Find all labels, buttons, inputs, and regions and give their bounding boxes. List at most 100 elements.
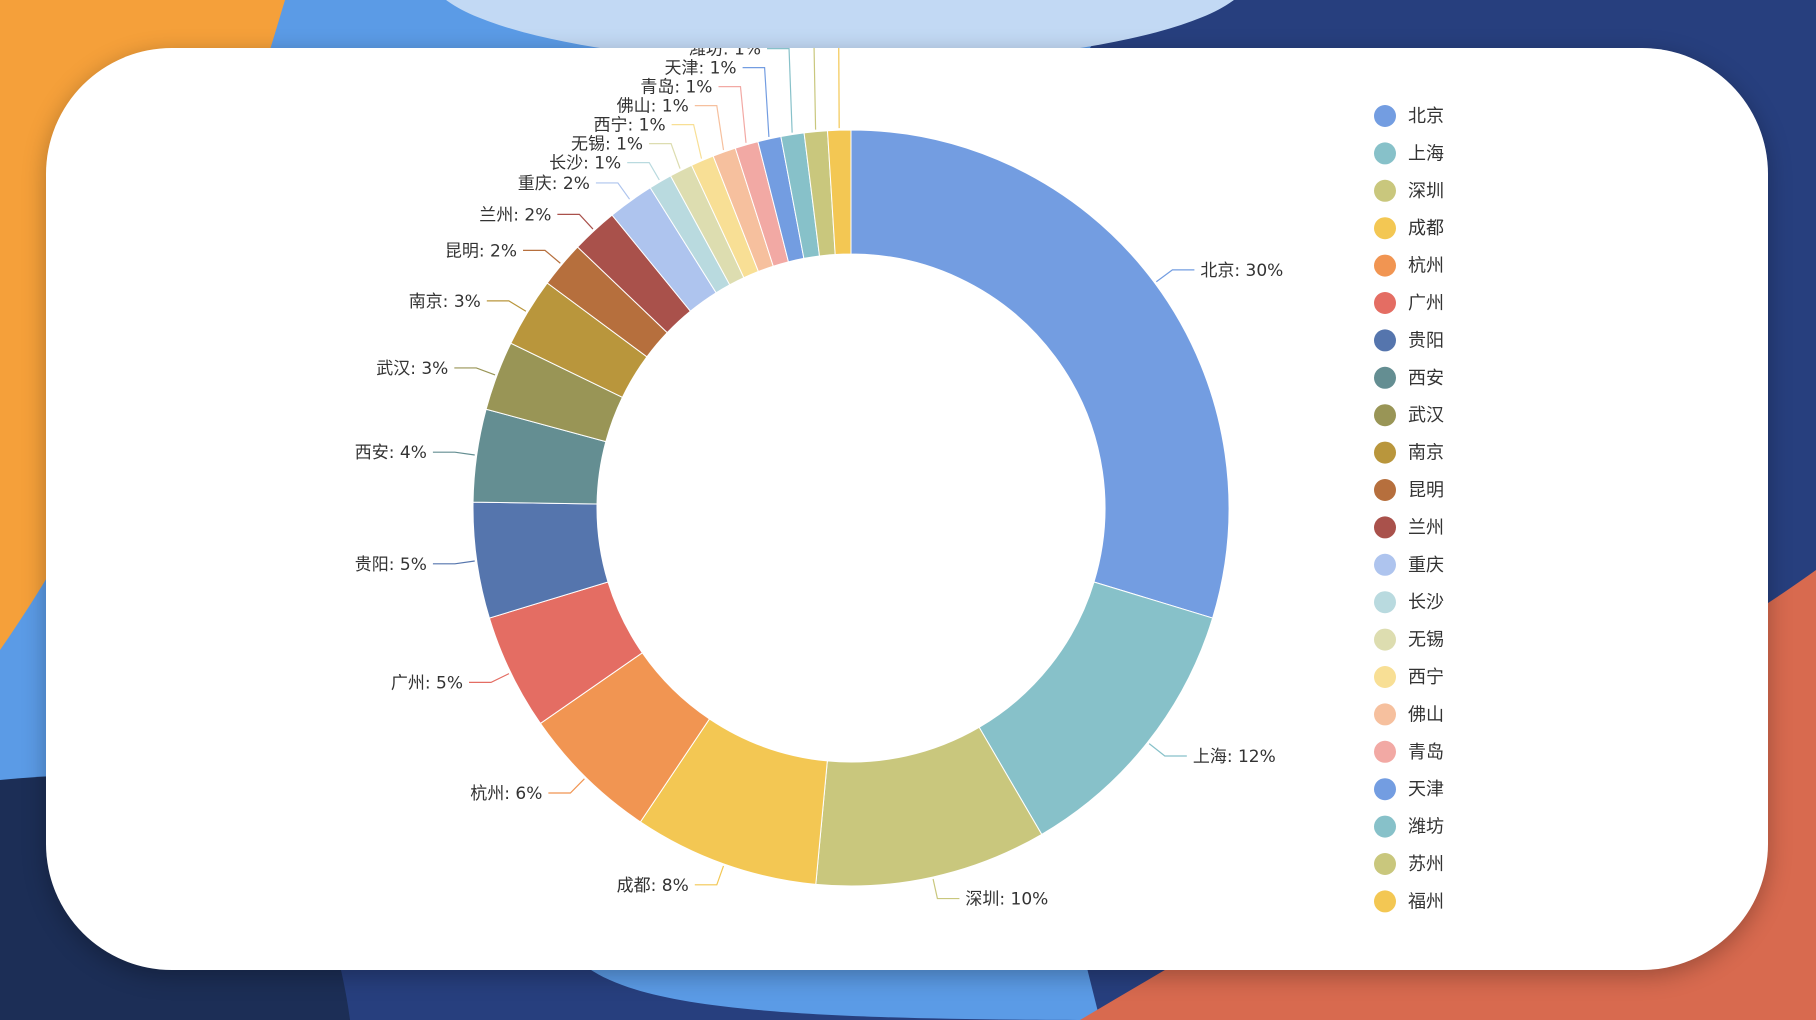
slice-label-重庆: 重庆: 2% (518, 174, 590, 194)
leader-line-长沙 (627, 162, 660, 181)
legend-marker (1374, 142, 1396, 165)
leader-line-成都 (694, 865, 725, 886)
legend-item-西安[interactable]: 西安 (1374, 366, 1444, 389)
legend-item-贵阳[interactable]: 贵阳 (1374, 329, 1444, 352)
legend-label: 北京 (1408, 106, 1444, 127)
label-leader-lines (432, 48, 1195, 900)
legend-label: 上海 (1408, 143, 1444, 164)
slice-北京[interactable] (850, 129, 1230, 619)
donut-chart: 北京: 30% 上海: 12% 深圳: 10% 成都: 8% 杭州: 6% 广州: 5% 贵… (355, 48, 1444, 913)
legend-item-潍坊[interactable]: 潍坊 (1374, 815, 1444, 838)
legend-label: 天津 (1408, 779, 1444, 800)
legend-item-长沙[interactable]: 长沙 (1374, 591, 1444, 614)
legend-label: 长沙 (1408, 592, 1444, 613)
leader-line-西宁 (671, 124, 703, 159)
slice-label-无锡: 无锡: 1% (571, 135, 643, 155)
leader-line-潍坊 (767, 48, 793, 133)
slice-label-广州: 广州: 5% (391, 673, 463, 693)
legend-label: 武汉 (1408, 405, 1444, 426)
legend-item-苏州[interactable]: 苏州 (1374, 853, 1444, 875)
legend-label: 贵阳 (1408, 330, 1444, 351)
legend-marker (1374, 703, 1396, 726)
leader-line-昆明 (523, 249, 561, 264)
legend-item-昆明[interactable]: 昆明 (1374, 479, 1444, 501)
slice-label-上海: 上海: 12% (1193, 747, 1276, 767)
legend-item-天津[interactable]: 天津 (1374, 778, 1444, 801)
leader-line-天津 (742, 67, 770, 138)
legend-marker (1374, 516, 1396, 539)
legend-label: 青岛 (1408, 742, 1444, 763)
slice-label-武汉: 武汉: 3% (376, 359, 448, 379)
legend-marker (1374, 105, 1396, 127)
legend-item-福州[interactable]: 福州 (1374, 890, 1444, 913)
leader-line-福州 (838, 48, 840, 129)
legend-marker (1374, 666, 1396, 688)
legend-item-武汉[interactable]: 武汉 (1374, 404, 1444, 427)
legend-item-成都[interactable]: 成都 (1374, 217, 1444, 240)
legend-label: 重庆 (1408, 555, 1444, 576)
legend-marker (1374, 853, 1396, 875)
legend-label: 深圳 (1408, 181, 1444, 202)
legend-item-重庆[interactable]: 重庆 (1374, 553, 1444, 576)
legend-marker (1374, 740, 1396, 763)
slice-label-杭州: 杭州: 6% (470, 784, 542, 804)
slice-label-西宁: 西宁: 1% (594, 116, 666, 136)
legend-item-南京[interactable]: 南京 (1374, 441, 1444, 464)
donut-slices (472, 129, 1230, 887)
legend-label: 兰州 (1408, 517, 1444, 538)
legend[interactable]: 北京上海深圳成都杭州广州贵阳西安武汉南京昆明兰州重庆长沙无锡西宁佛山青岛天津潍坊… (1374, 105, 1444, 913)
legend-marker (1374, 179, 1396, 202)
legend-item-广州[interactable]: 广州 (1374, 292, 1444, 314)
legend-item-佛山[interactable]: 佛山 (1374, 703, 1444, 726)
legend-item-青岛[interactable]: 青岛 (1374, 740, 1444, 763)
legend-item-兰州[interactable]: 兰州 (1374, 516, 1444, 539)
leader-line-重庆 (595, 182, 631, 200)
slice-label-深圳: 深圳: 10% (965, 890, 1048, 910)
slice-label-佛山: 佛山: 1% (617, 97, 689, 117)
leader-line-苏州 (813, 48, 817, 130)
leader-line-南京 (486, 300, 527, 312)
leader-line-兰州 (557, 213, 594, 230)
legend-label: 广州 (1408, 293, 1444, 314)
legend-marker (1374, 366, 1396, 389)
legend-item-上海[interactable]: 上海 (1374, 142, 1444, 165)
leader-line-无锡 (649, 143, 681, 169)
legend-label: 昆明 (1408, 480, 1444, 501)
slice-label-北京: 北京: 30% (1200, 261, 1283, 281)
slice-福州[interactable] (826, 129, 852, 256)
leader-line-广州 (468, 673, 510, 683)
legend-item-西宁[interactable]: 西宁 (1374, 666, 1444, 688)
slice-label-南京: 南京: 3% (409, 292, 481, 312)
legend-item-北京[interactable]: 北京 (1374, 105, 1444, 127)
legend-marker (1374, 217, 1396, 240)
leader-line-贵阳 (432, 560, 475, 565)
legend-label: 佛山 (1408, 704, 1444, 725)
legend-label: 苏州 (1408, 854, 1444, 875)
leader-line-上海 (1148, 743, 1187, 757)
slice-label-长沙: 长沙: 1% (549, 154, 621, 174)
slice-label-成都: 成都: 8% (617, 876, 689, 896)
slice-label-天津: 天津: 1% (664, 59, 736, 79)
legend-marker (1374, 553, 1396, 576)
slice-label-潍坊: 潍坊: 1% (689, 48, 761, 60)
legend-label: 西宁 (1408, 667, 1444, 688)
legend-marker (1374, 329, 1396, 352)
legend-item-杭州[interactable]: 杭州 (1374, 254, 1444, 277)
leader-line-北京 (1155, 269, 1195, 283)
legend-marker (1374, 254, 1396, 277)
legend-label: 潍坊 (1408, 817, 1444, 838)
legend-marker (1374, 778, 1396, 801)
leader-line-西安 (432, 451, 475, 456)
legend-item-无锡[interactable]: 无锡 (1374, 628, 1444, 651)
leader-line-佛山 (694, 105, 725, 151)
legend-marker (1374, 628, 1396, 651)
legend-label: 无锡 (1408, 630, 1444, 651)
legend-marker (1374, 591, 1396, 614)
leader-line-杭州 (548, 778, 585, 794)
leader-line-青岛 (718, 86, 747, 143)
legend-item-深圳[interactable]: 深圳 (1374, 179, 1444, 202)
leader-line-武汉 (454, 367, 496, 376)
slice-label-贵阳: 贵阳: 5% (355, 555, 427, 575)
legend-marker (1374, 815, 1396, 838)
